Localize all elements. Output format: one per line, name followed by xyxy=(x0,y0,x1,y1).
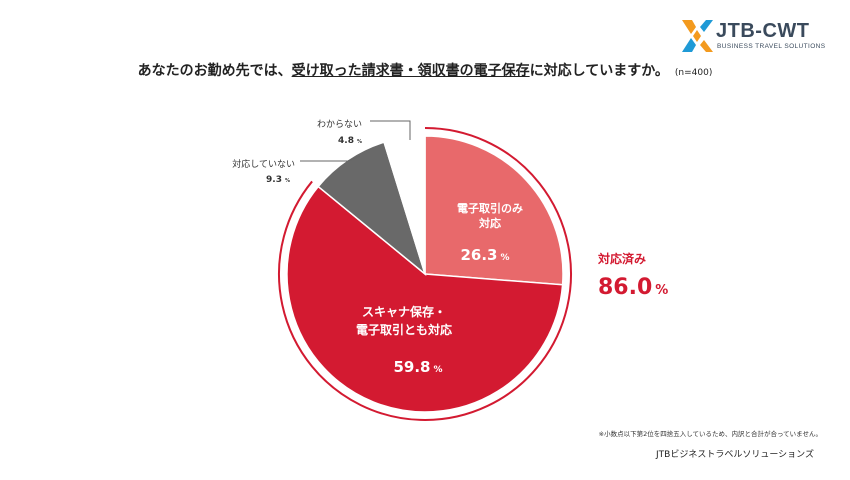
slice-1-label-line2: 対応 xyxy=(478,216,501,230)
title-prefix: あなたのお勤め先では、 xyxy=(137,63,292,79)
slice-4-value: 4.8% xyxy=(338,136,362,146)
slice-2-label: スキャナ保存・ xyxy=(362,304,446,319)
logo-tagline: BUSINESS TRAVEL SOLUTIONS xyxy=(717,43,826,50)
slice-3-leader xyxy=(300,155,361,162)
pie-slice-4 xyxy=(383,135,426,275)
summary-value: 86.0% xyxy=(598,275,668,300)
slice-2-label-line2: 電子取引とも対応 xyxy=(356,322,452,337)
slice-4-leader xyxy=(370,120,411,140)
slice-3-label: 対応していない xyxy=(232,158,295,170)
title-suffix: に対応していますか。 xyxy=(529,63,669,79)
summary-label: 対応済み xyxy=(597,251,646,266)
responded-arc xyxy=(278,127,572,421)
slice-2-value: 59.8% xyxy=(393,358,442,376)
slice-4-label: わからない xyxy=(317,119,362,130)
slice-3-value: 9.3% xyxy=(266,175,290,185)
pie-slice-2 xyxy=(286,185,564,413)
slice-1-value: 26.3% xyxy=(460,246,509,264)
title-sample-size: (n=400) xyxy=(674,68,713,78)
slice-1-label: 電子取引のみ xyxy=(457,201,523,215)
logo-mark-icon xyxy=(682,20,713,52)
footnote: ※小数点以下第2位を四捨五入しているため、内訳と合計が合っていません。 xyxy=(598,430,822,438)
jtb-cwt-logo: JTB-CWT BUSINESS TRAVEL SOLUTIONS xyxy=(680,18,830,58)
page-title: あなたのお勤め先では、受け取った請求書・領収書の電子保存に対応していますか。 (n… xyxy=(0,60,850,80)
source-credit: JTBビジネストラベルソリューションズ xyxy=(656,450,814,460)
logo-name: JTB-CWT xyxy=(716,20,810,42)
title-underlined: 受け取った請求書・領収書の電子保存 xyxy=(291,63,530,79)
pie-slice-3 xyxy=(317,141,427,277)
pie-slice-1 xyxy=(424,135,564,286)
